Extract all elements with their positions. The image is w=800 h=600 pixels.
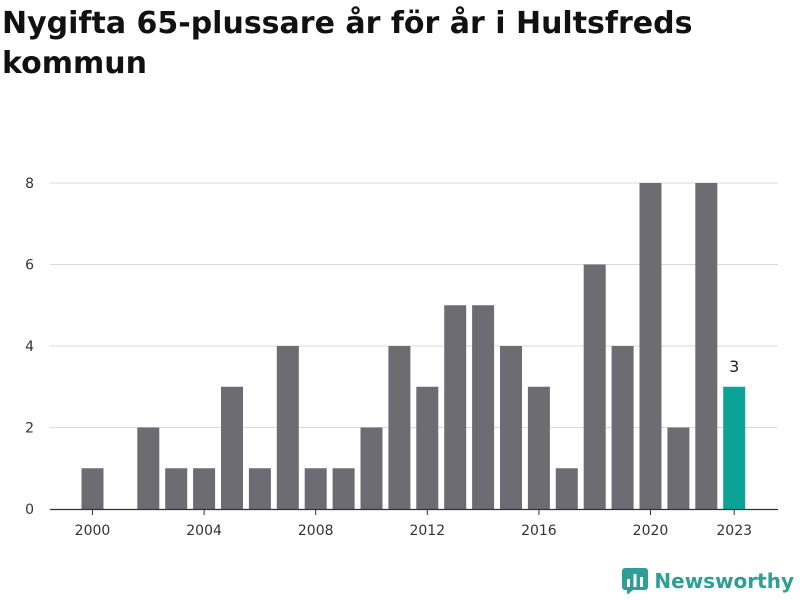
bar-2017 [555,468,578,509]
bar-2018 [583,264,606,509]
bar-2012 [416,386,439,509]
y-tick-label: 6 [25,258,34,274]
brand-name: Newsworthy [654,569,794,593]
brand-logo: Newsworthy [622,568,794,594]
newsworthy-logo-icon [622,568,649,594]
bar-2002 [137,427,160,509]
x-tick-label: 2020 [633,523,669,539]
x-axis-ticks: 2000 2004 2008 2012 2016 2020 2023 [75,509,752,539]
bar-2020 [639,183,662,509]
bar-2021 [667,427,690,509]
bar-2006 [248,468,271,509]
bar-2013 [444,305,467,509]
data-labels: 3 [729,357,739,376]
y-tick-label: 8 [25,176,34,192]
x-tick-label: 2000 [75,523,111,539]
bar-2010 [360,427,383,509]
bar-2016 [527,386,550,509]
y-tick-label: 2 [25,421,34,437]
data-label-2023: 3 [729,357,739,376]
bar-2008 [304,468,327,509]
bar-2004 [193,468,216,509]
bars [81,183,746,509]
x-tick-label: 2016 [521,523,557,539]
bar-2003 [165,468,188,509]
bar-2007 [276,346,299,509]
gridlines [50,182,778,428]
y-tick-label: 0 [25,502,34,518]
bar-2009 [332,468,355,509]
x-tick-label: 2004 [186,523,222,539]
bar-2014 [472,305,495,509]
x-tick-label: 2023 [716,523,752,539]
x-tick-label: 2008 [298,523,334,539]
bar-2019 [611,346,634,509]
bar-2011 [388,346,411,509]
y-axis-ticks: 0 2 4 6 8 [25,176,34,518]
bar-2005 [221,386,243,509]
bar-2022 [695,183,718,509]
bar-2023 [723,386,746,509]
bar-2000 [81,468,104,509]
x-tick-label: 2012 [409,523,445,539]
bar-2015 [500,346,522,509]
chart-title: Nygifta 65-plussare år för år i Hultsfre… [2,6,693,81]
y-tick-label: 4 [25,339,34,355]
